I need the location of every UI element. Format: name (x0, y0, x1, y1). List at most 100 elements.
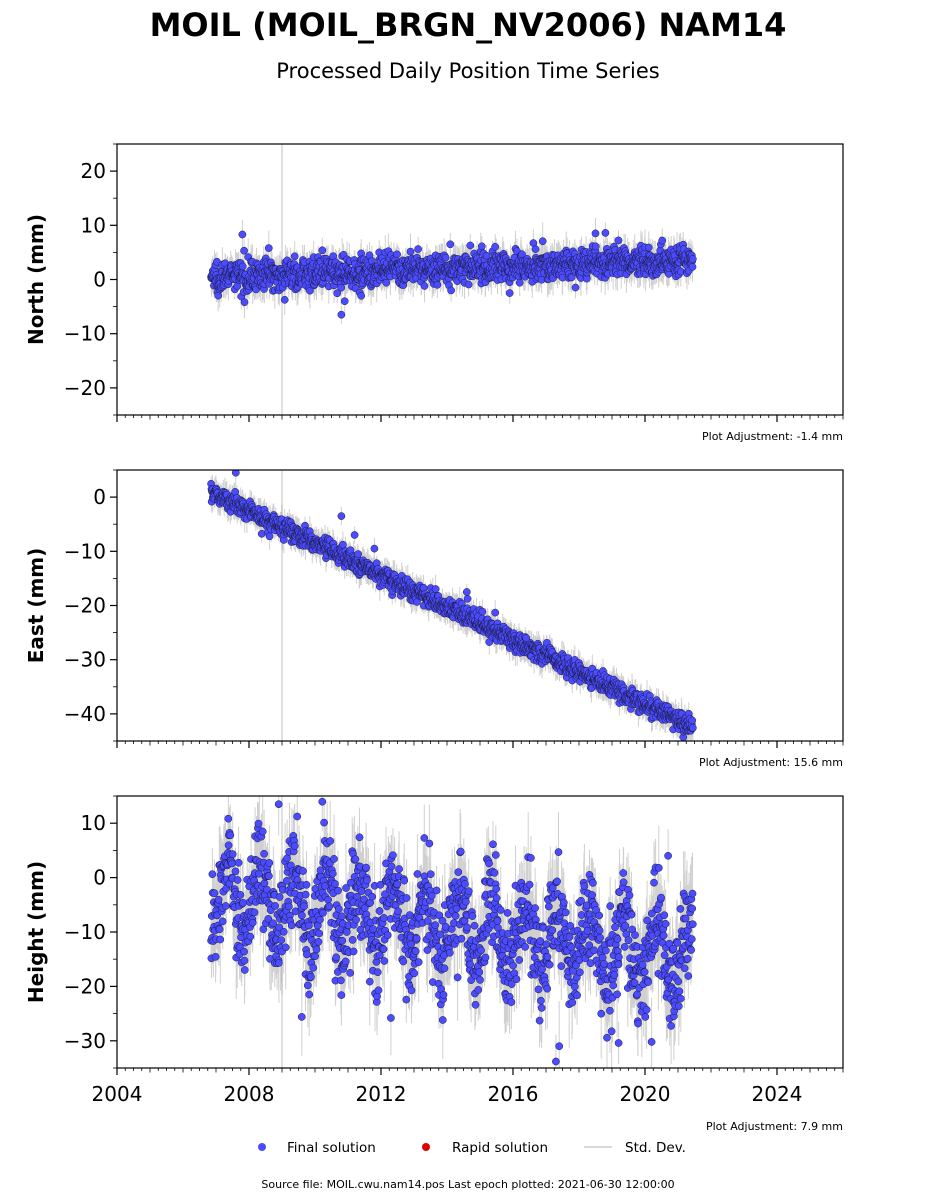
legend-final-marker (258, 1143, 266, 1151)
height-data-point (660, 911, 669, 920)
panel-east-adjustment: Plot Adjustment: 15.6 mm (699, 756, 843, 769)
height-data-point (393, 880, 402, 889)
height-data-point (625, 891, 634, 900)
height-y-tick-label: 10 (81, 811, 106, 835)
height-data-point (375, 907, 384, 915)
height-data-point (481, 953, 490, 962)
height-data-point (548, 926, 557, 935)
height-data-point (661, 919, 670, 928)
height-data-point (271, 902, 279, 910)
height-data-point (466, 960, 474, 969)
height-data-point (260, 879, 269, 888)
height-data-point (260, 849, 268, 858)
height-data-point (643, 916, 651, 925)
height-data-point (470, 921, 479, 930)
height-data-point (457, 934, 466, 943)
height-data-point (474, 986, 483, 994)
height-data-point (411, 947, 420, 956)
height-data-point (492, 884, 501, 893)
height-data-point (580, 882, 589, 890)
height-data-point (588, 891, 597, 899)
height-data-point (423, 946, 432, 954)
height-plot-area (207, 796, 697, 1068)
height-data-point (228, 850, 237, 858)
height-data-point (265, 872, 273, 880)
height-data-point (543, 953, 552, 961)
height-data-point (246, 932, 255, 941)
height-data-point (577, 896, 585, 905)
height-data-point (439, 990, 448, 999)
north-data-point (382, 278, 391, 287)
height-y-tick-label: −20 (64, 974, 106, 998)
north-data-point (420, 282, 429, 290)
north-data-point (447, 286, 455, 295)
north-data-point (591, 242, 600, 251)
north-data-point (505, 289, 514, 297)
height-data-point (676, 905, 685, 913)
legend-rapid-label: Rapid solution (452, 1140, 548, 1156)
east-data-point (354, 550, 362, 558)
height-data-point (337, 991, 346, 999)
north-data-point (446, 240, 455, 249)
north-data-point (238, 230, 247, 239)
height-data-point (290, 842, 299, 850)
height-data-point (412, 934, 421, 943)
height-data-point (269, 919, 277, 928)
east-data-point (370, 544, 379, 553)
height-data-point (355, 833, 364, 842)
height-data-point (492, 894, 501, 902)
height-data-point (657, 893, 665, 902)
height-data-point (683, 954, 692, 963)
height-data-point (305, 990, 314, 999)
north-data-point (477, 242, 486, 251)
height-data-point (456, 847, 465, 856)
height-data-point (684, 972, 693, 980)
north-data-point (688, 263, 697, 271)
height-data-point (673, 939, 682, 947)
height-data-point (341, 957, 350, 966)
height-data-point (490, 868, 499, 877)
north-data-point (571, 283, 580, 292)
north-data-point (658, 236, 667, 245)
height-data-point (233, 876, 242, 884)
height-data-point (402, 894, 411, 902)
north-data-point (406, 247, 415, 256)
height-data-point (664, 851, 672, 860)
north-data-point (337, 283, 346, 292)
height-data-point (589, 879, 597, 887)
height-data-point (214, 895, 223, 904)
height-data-point (208, 870, 217, 879)
height-data-point (224, 841, 233, 850)
legend-final-label: Final solution (287, 1140, 376, 1156)
height-data-point (561, 908, 570, 917)
east-data-point (350, 531, 359, 539)
height-data-point (380, 957, 389, 965)
height-data-point (438, 916, 447, 925)
north-data-point (433, 280, 442, 289)
east-data-point (339, 540, 347, 549)
height-data-point (275, 959, 283, 967)
height-data-point (619, 878, 628, 887)
height-data-point (627, 910, 636, 919)
height-data-point (342, 884, 350, 892)
height-data-point (221, 902, 230, 910)
height-data-point (264, 915, 273, 923)
height-data-point (337, 976, 345, 985)
height-data-point (284, 902, 293, 911)
height-data-point (536, 937, 545, 945)
height-data-point (554, 848, 563, 856)
height-data-point (380, 914, 388, 922)
north-data-point (482, 251, 491, 260)
height-data-point (352, 915, 360, 924)
height-data-point (331, 880, 339, 888)
height-data-point (565, 933, 574, 941)
height-data-point (461, 880, 469, 888)
height-data-point (265, 859, 274, 867)
height-data-point (425, 839, 434, 848)
height-data-point (644, 978, 652, 986)
height-data-point (621, 921, 630, 930)
east-data-point (265, 532, 274, 541)
height-data-point (545, 960, 554, 969)
height-data-point (373, 968, 382, 977)
north-data-point (340, 297, 349, 306)
